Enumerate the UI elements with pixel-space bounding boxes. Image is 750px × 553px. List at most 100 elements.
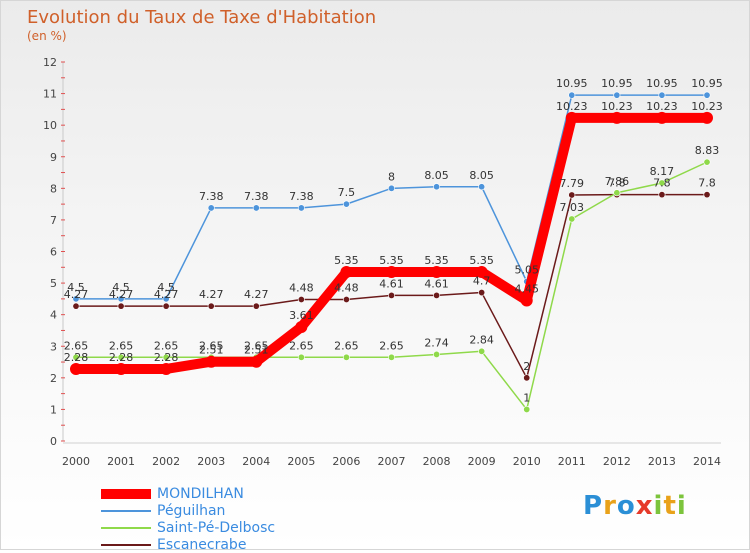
data-label: 5.35 — [424, 254, 449, 267]
data-point — [252, 204, 260, 212]
logo-letter: i — [653, 491, 664, 521]
x-tick-label: 2003 — [197, 455, 225, 468]
data-label: 4.61 — [379, 277, 404, 290]
data-label: 5.35 — [379, 254, 404, 267]
data-point — [613, 91, 621, 99]
data-label: 10.95 — [556, 77, 588, 90]
data-point — [385, 266, 398, 279]
data-point — [613, 189, 621, 197]
data-label: 7.03 — [560, 201, 585, 214]
data-point — [115, 362, 128, 375]
chart-subtitle: (en %) — [27, 29, 67, 43]
y-tick-label: 1 — [50, 403, 57, 416]
x-tick-label: 2009 — [468, 455, 496, 468]
data-label: 10.23 — [556, 100, 588, 113]
data-label: 4.7 — [473, 275, 491, 288]
data-point — [430, 266, 443, 279]
x-tick-label: 2008 — [423, 455, 451, 468]
data-label: 10.95 — [691, 77, 723, 90]
x-tick-label: 2011 — [558, 455, 586, 468]
y-tick-label: 4 — [50, 309, 57, 322]
data-label: 2.28 — [64, 351, 89, 364]
data-point — [162, 353, 170, 361]
y-tick-label: 3 — [50, 340, 57, 353]
data-label: 2.65 — [244, 339, 269, 352]
data-point — [252, 302, 260, 310]
data-point — [523, 374, 531, 382]
data-label: 2 — [523, 360, 530, 373]
x-tick-label: 2006 — [332, 455, 360, 468]
data-point — [72, 302, 80, 310]
data-label: 10.95 — [646, 77, 678, 90]
data-label: 2.51 — [199, 344, 224, 357]
data-point — [205, 355, 218, 368]
data-point — [568, 191, 576, 199]
x-tick-label: 2004 — [242, 455, 270, 468]
data-label: 10.95 — [601, 77, 633, 90]
data-label: 8.83 — [695, 144, 720, 157]
data-label: 1 — [523, 391, 530, 404]
y-tick-label: 8 — [50, 182, 57, 195]
data-point — [703, 91, 711, 99]
data-point — [297, 353, 305, 361]
data-label: 2.65 — [109, 339, 134, 352]
x-tick-label: 2013 — [648, 455, 676, 468]
data-point — [162, 302, 170, 310]
data-label: 2.84 — [469, 333, 494, 346]
data-point — [568, 215, 576, 223]
data-label: 7.8 — [698, 177, 716, 190]
y-tick-label: 12 — [43, 56, 57, 69]
data-point — [72, 353, 80, 361]
legend-swatch — [101, 526, 151, 529]
data-point — [523, 405, 531, 413]
x-tick-label: 2010 — [513, 455, 541, 468]
data-point — [658, 191, 666, 199]
data-point — [433, 291, 441, 299]
data-point — [297, 204, 305, 212]
data-point — [387, 291, 395, 299]
x-tick-label: 2002 — [152, 455, 180, 468]
legend-label: Saint-Pé-Delbosc — [157, 519, 276, 536]
data-point — [207, 204, 215, 212]
data-point — [610, 111, 623, 124]
data-label: 2.28 — [154, 351, 179, 364]
data-point — [250, 355, 263, 368]
data-point — [387, 184, 395, 192]
legend-swatch — [101, 543, 151, 546]
data-label: 7.8 — [608, 177, 626, 190]
data-label: 4.5 — [112, 281, 130, 294]
data-point — [342, 296, 350, 304]
data-label: 10.23 — [601, 100, 633, 113]
x-tick-label: 2001 — [107, 455, 135, 468]
legend-item: Saint-Pé-Delbosc — [101, 519, 275, 536]
data-point — [72, 295, 80, 303]
data-label: 2.65 — [334, 339, 359, 352]
data-label: 4.48 — [334, 282, 359, 295]
legend-item: Péguilhan — [101, 502, 275, 519]
x-tick-label: 2014 — [693, 455, 721, 468]
data-point — [297, 296, 305, 304]
data-point — [475, 266, 488, 279]
data-label: 8.05 — [469, 169, 494, 182]
data-label: 4.61 — [424, 277, 449, 290]
data-point — [117, 302, 125, 310]
data-label: 10.23 — [646, 100, 678, 113]
data-point — [207, 302, 215, 310]
data-label: 2.74 — [424, 336, 449, 349]
data-label: 2.65 — [64, 339, 89, 352]
data-label: 3.61 — [289, 309, 314, 322]
legend-label: MONDILHAN — [157, 485, 244, 502]
data-label: 7.86 — [605, 175, 630, 188]
data-label: 2.51 — [244, 344, 269, 357]
x-tick-label: 2012 — [603, 455, 631, 468]
data-label: 2.65 — [289, 339, 314, 352]
data-label: 4.27 — [64, 288, 89, 301]
legend-swatch — [101, 488, 151, 499]
data-point — [160, 362, 173, 375]
data-point — [703, 191, 711, 199]
data-label: 4.27 — [244, 288, 269, 301]
data-point — [565, 111, 578, 124]
data-label: 4.27 — [109, 288, 134, 301]
data-point — [658, 179, 666, 187]
data-point — [340, 266, 353, 279]
